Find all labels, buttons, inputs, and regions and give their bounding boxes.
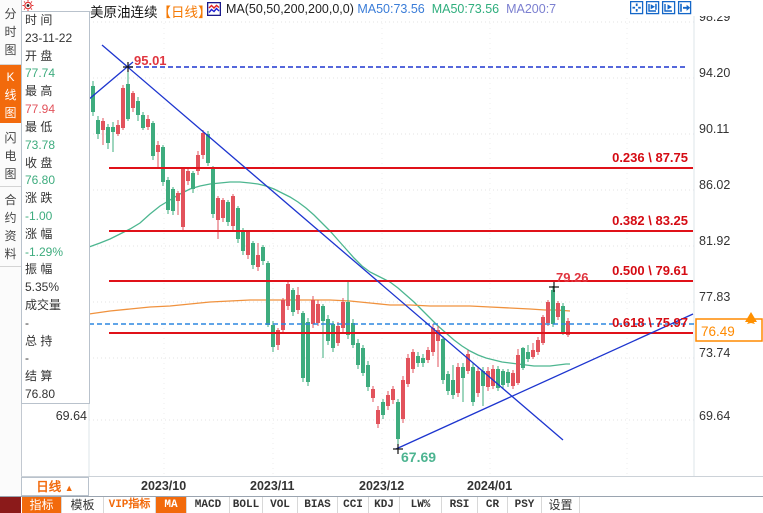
svg-text:67.69: 67.69	[401, 449, 436, 465]
svg-text:94.20: 94.20	[699, 66, 730, 80]
svg-text:79.26: 79.26	[556, 270, 589, 285]
svg-text:86.02: 86.02	[699, 178, 730, 192]
svg-text:73.74: 73.74	[699, 346, 730, 360]
svg-text:0.618 \ 75.97: 0.618 \ 75.97	[612, 315, 688, 330]
svg-text:90.11: 90.11	[699, 122, 729, 136]
svg-text:95.01: 95.01	[134, 53, 167, 68]
svg-text:69.64: 69.64	[56, 409, 87, 423]
svg-text:81.92: 81.92	[699, 234, 730, 248]
svg-text:76.49: 76.49	[701, 324, 735, 339]
svg-text:0.236 \ 87.75: 0.236 \ 87.75	[612, 150, 688, 165]
svg-text:77.83: 77.83	[699, 290, 730, 304]
svg-text:0.500 \ 79.61: 0.500 \ 79.61	[612, 263, 688, 278]
svg-text:69.64: 69.64	[699, 409, 730, 423]
svg-text:0.382 \ 83.25: 0.382 \ 83.25	[612, 213, 688, 228]
